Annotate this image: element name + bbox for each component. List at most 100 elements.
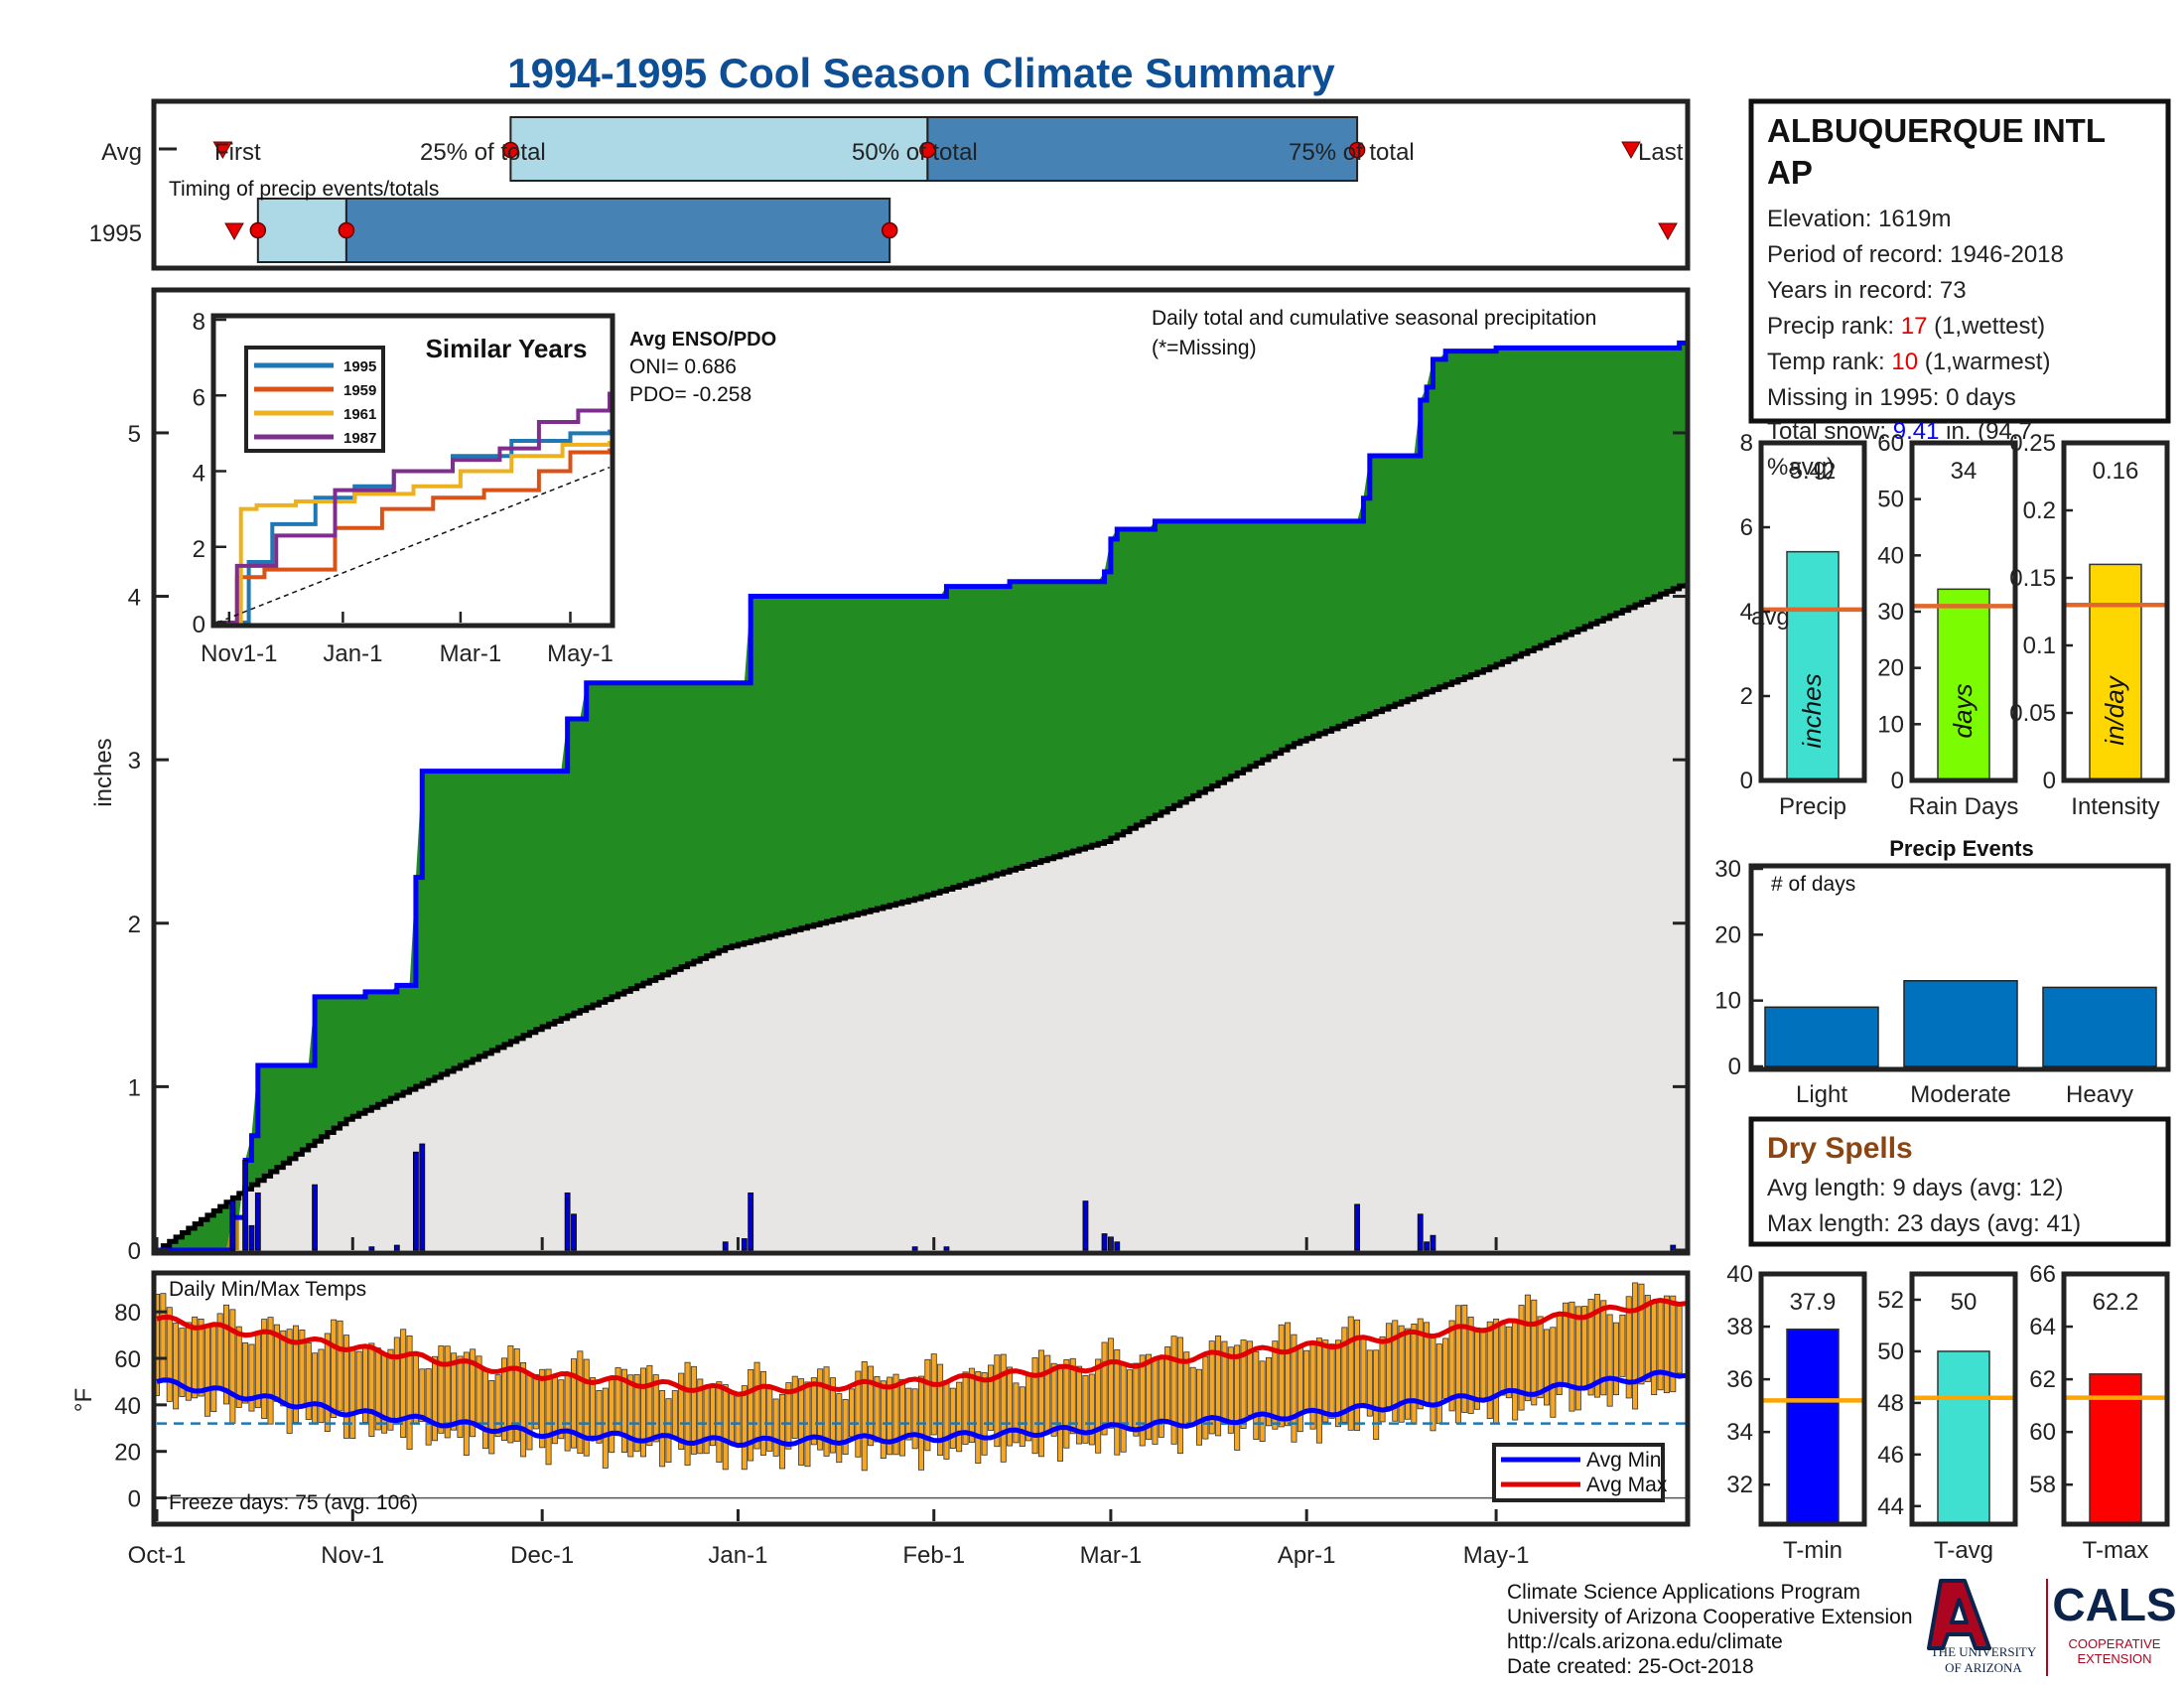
daily-temp-bar xyxy=(1574,1306,1581,1411)
precip-rank-note: (1,wettest) xyxy=(1927,313,2045,340)
daily-temp-bar xyxy=(419,1368,426,1423)
x-tick-label: May-1 xyxy=(1463,1542,1530,1569)
daily-temp-bar xyxy=(179,1328,186,1397)
timing-last-label: Last xyxy=(1638,139,1684,166)
daily-temp-bar xyxy=(1227,1346,1234,1434)
daily-temp-bar xyxy=(1606,1314,1613,1407)
daily-temp-bar xyxy=(337,1320,343,1412)
daily-precip-bar xyxy=(911,1246,918,1251)
timing-avg-last-marker xyxy=(1621,141,1641,160)
daily-temp-bar xyxy=(1240,1339,1247,1429)
legend-avg-min: Avg Min xyxy=(1586,1449,1661,1472)
x-tick-label: Mar-1 xyxy=(1080,1542,1143,1569)
daily-temp-bar xyxy=(1335,1339,1342,1428)
inset-axes: 0 2 4 6 8 Nov1-1 Jan-1 Mar-1 May-1 xyxy=(193,309,614,667)
events-frame xyxy=(1748,863,2171,1072)
timing-25-label: 25% of total xyxy=(420,139,546,166)
x-tick-label: Feb-1 xyxy=(902,1542,965,1569)
summary-precip-xlabel: Precip xyxy=(1779,793,1846,820)
daily-temp-bar xyxy=(1088,1373,1095,1446)
daily-temp-bar xyxy=(609,1375,615,1454)
daily-temp-bar xyxy=(1613,1322,1620,1396)
station-frame xyxy=(1748,98,2171,424)
daily-temp-bar xyxy=(716,1381,723,1463)
summary-rain_days-tick-label: 30 xyxy=(1877,599,1904,626)
daily-temp-bar xyxy=(602,1387,609,1469)
temp-tmin-tick-label: 38 xyxy=(1726,1314,1753,1340)
timing-year-last-marker xyxy=(1658,222,1678,241)
daily-temp-bar xyxy=(229,1309,236,1424)
daily-precip-bar xyxy=(1417,1213,1424,1251)
daily-temp-bar xyxy=(1050,1362,1057,1437)
temp-title: Daily Min/Max Temps xyxy=(169,1278,366,1301)
daily-temp-bar xyxy=(1278,1324,1285,1428)
main-y-tick-label: 1 xyxy=(128,1074,141,1101)
dry-spells-max: Max length: 23 days (avg: 41) xyxy=(1767,1210,2081,1237)
daily-precip-bar xyxy=(571,1213,577,1251)
daily-temp-bar xyxy=(855,1370,862,1458)
inset-y-tick-label: 6 xyxy=(193,384,205,411)
daily-temp-bar xyxy=(1315,1337,1322,1444)
daily-precip-bar xyxy=(393,1244,400,1251)
daily-temp-bar xyxy=(1176,1336,1183,1455)
summary-precip-value-label: 5.42 xyxy=(1790,458,1837,485)
daily-temp-bar xyxy=(981,1372,988,1456)
temp-tmin-tick-label: 40 xyxy=(1726,1261,1753,1288)
daily-temp-bar xyxy=(324,1333,331,1432)
daily-precip-bar xyxy=(722,1241,729,1251)
temp-tmax-tick-label: 62 xyxy=(2029,1366,2056,1393)
daily-temp-bar xyxy=(1619,1314,1626,1377)
timing-avg-p50-marker xyxy=(919,141,936,159)
temp-y-axis: 0 20 40 60 80 xyxy=(114,1300,167,1513)
daily-temp-bar xyxy=(823,1366,830,1457)
precip-rank-label: Precip rank: xyxy=(1767,313,1901,340)
timing-year-p75-marker xyxy=(881,221,898,239)
daily-temp-bar xyxy=(1037,1349,1044,1458)
daily-temp-bar xyxy=(785,1382,792,1450)
precip-events-chart: Precip Events Light Moderate Heavy0102030 … xyxy=(1714,836,2171,1108)
events-bar-moderate xyxy=(1903,980,2018,1067)
footer-line1: Climate Science Applications Program xyxy=(1507,1581,1860,1604)
temp-tmin-tick-label: 32 xyxy=(1726,1472,1753,1498)
temp-tmax-tick-label: 66 xyxy=(2029,1261,2056,1288)
inset-x-tick-label: Jan-1 xyxy=(323,640,382,667)
main-chart-frame xyxy=(151,287,1691,1256)
daily-temp-bar xyxy=(1114,1348,1121,1456)
summary-precip-avg-label: avg xyxy=(1751,604,1790,631)
daily-temp-bar xyxy=(173,1323,180,1410)
main-y-tick-label: 5 xyxy=(128,421,141,448)
temp-chart: 0 20 40 60 80 Daily Min/Max Temps °F Freeze … xyxy=(70,1270,1691,1527)
temp-tmin-tick-label: 34 xyxy=(1726,1419,1753,1446)
events-bar-light xyxy=(1764,1006,1879,1067)
daily-temp-bar xyxy=(1139,1354,1146,1447)
daily-temp-bar xyxy=(242,1341,249,1404)
daily-temp-bar xyxy=(772,1398,779,1457)
daily-temp-bar xyxy=(817,1368,824,1451)
temp-tavg-xlabel: T-avg xyxy=(1934,1537,1993,1564)
daily-temp-bar xyxy=(1651,1303,1658,1396)
daily-temp-bar xyxy=(1442,1337,1449,1399)
daily-precip-bar xyxy=(748,1192,754,1251)
daily-temp-bar xyxy=(836,1393,843,1464)
temp-tavg-tick-label: 44 xyxy=(1877,1493,1904,1520)
daily-precip-bar xyxy=(1430,1234,1436,1251)
summary-intensity-tick-label: 0.05 xyxy=(2009,700,2056,727)
inset-legend-items: 1995 1959 1961 1987 xyxy=(254,358,376,447)
daily-temp-bar xyxy=(791,1375,798,1439)
daily-temp-bar xyxy=(558,1379,565,1440)
temp-tavg-tick-label: 48 xyxy=(1877,1390,1904,1417)
dry-spells-box: Dry Spells Avg length: 9 days (avg: 12) … xyxy=(1748,1116,2171,1247)
daily-temp-bar xyxy=(988,1364,995,1431)
inset-x-tick-label: Mar-1 xyxy=(440,640,502,667)
summary-precip-tick-label: 8 xyxy=(1740,430,1753,457)
daily-temp-bar xyxy=(571,1358,578,1449)
temp-rank-value: 10 xyxy=(1891,349,1918,375)
main-precip-chart: 0 1 2 3 4 5 inches Daily total and cumulative… xyxy=(90,287,1691,1265)
temp-frame xyxy=(151,1270,1691,1527)
daily-temp-bar xyxy=(1518,1305,1525,1411)
coop-line2: EXTENSION xyxy=(2077,1651,2151,1666)
timing-avg-p75-marker xyxy=(1348,141,1366,159)
cumulative-precip-line xyxy=(157,340,1686,1253)
daily-temp-bar xyxy=(444,1345,451,1439)
daily-temp-bar xyxy=(166,1307,173,1402)
